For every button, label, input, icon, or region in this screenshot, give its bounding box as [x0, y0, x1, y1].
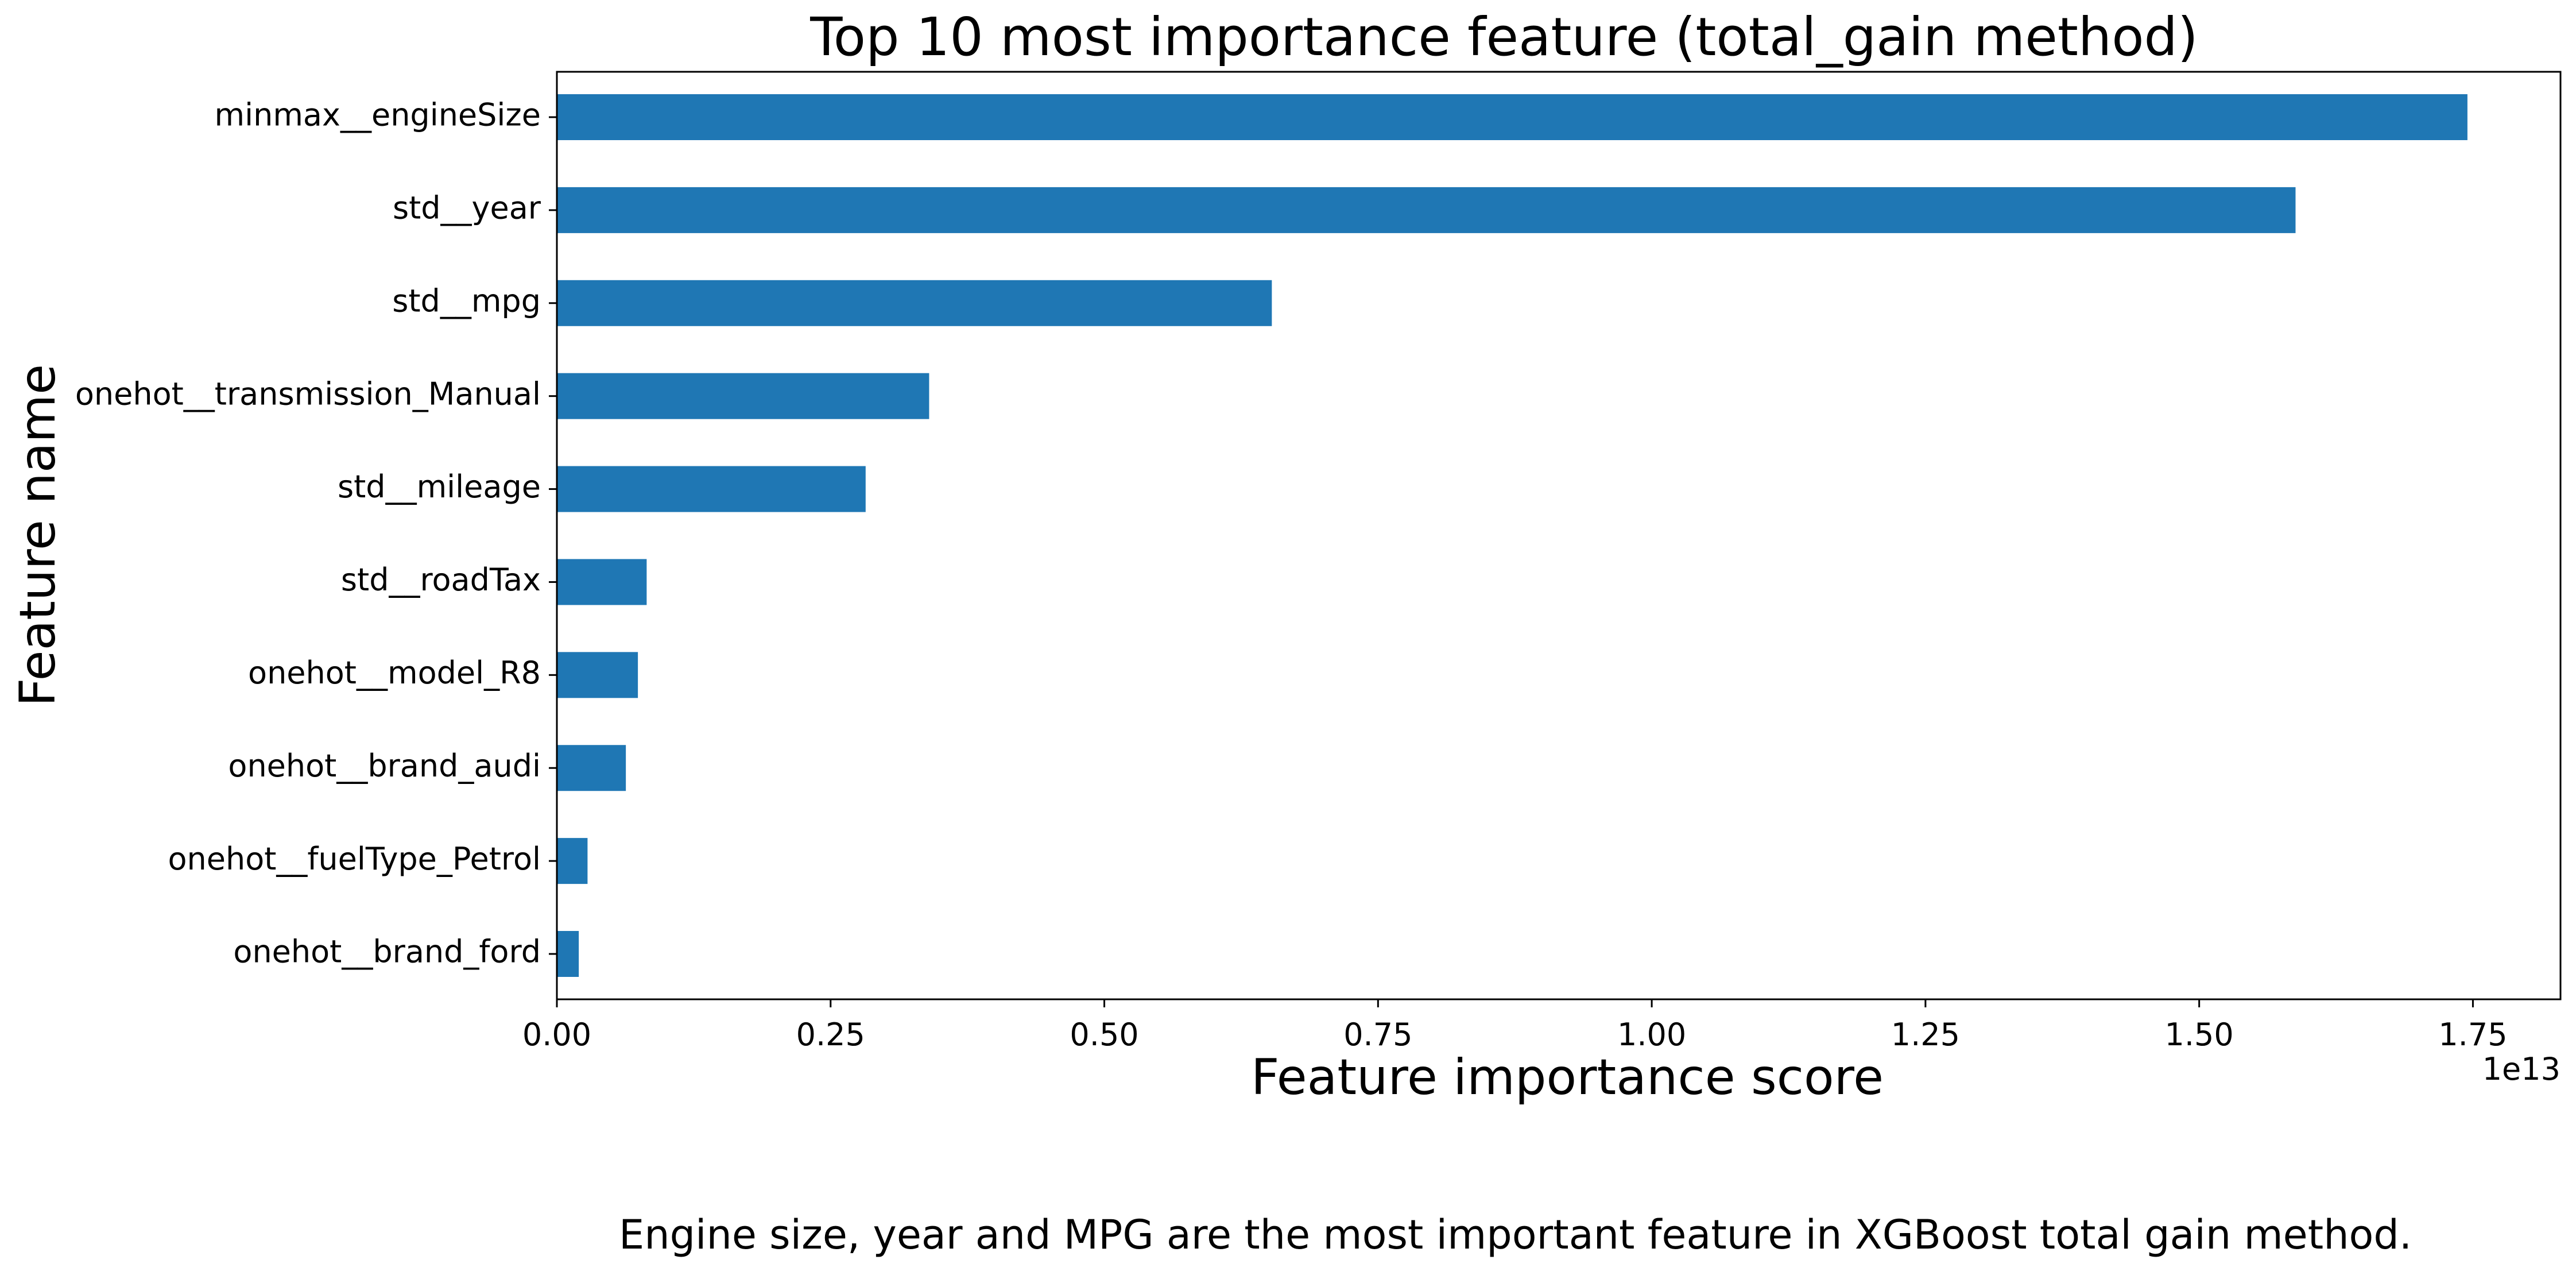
bar-onehot__transmission_Manual	[557, 373, 929, 419]
bars-group	[557, 94, 2467, 977]
y-tick-label: std__roadTax	[341, 562, 541, 598]
x-tick-label: 0.25	[796, 1017, 865, 1053]
y-tick-label: std__year	[393, 190, 541, 226]
chart-caption: Engine size, year and MPG are the most i…	[619, 1211, 2412, 1258]
bar-onehot__brand_audi	[557, 745, 626, 791]
bar-onehot__model_R8	[557, 652, 638, 698]
y-tick-label: onehot__brand_ford	[233, 934, 541, 970]
y-tick-label: std__mileage	[338, 469, 541, 505]
x-tick-label: 1.75	[2438, 1017, 2507, 1053]
x-tick-label: 0.00	[522, 1017, 591, 1053]
y-tick-label: minmax__engineSize	[214, 97, 541, 133]
chart-title: Top 10 most importance feature (total_ga…	[809, 6, 2198, 68]
bar-std__mpg	[557, 280, 1272, 326]
plot-frame	[556, 71, 2562, 1000]
y-tick-label: onehot__transmission_Manual	[75, 376, 541, 412]
bar-std__year	[557, 187, 2296, 233]
x-axis-ticks: 0.00 0.25 0.50 0.75 1.00 1.25 1.50 1.75	[522, 999, 2508, 1053]
y-tick-label: onehot__model_R8	[248, 655, 541, 691]
y-tick-label: onehot__brand_audi	[228, 748, 541, 784]
x-axis-offset-label: 1e13	[2482, 1051, 2560, 1087]
y-axis-ticks: minmax__engineSize std__year std__mpgoneho…	[75, 97, 557, 970]
bar-onehot__brand_ford	[557, 931, 579, 977]
x-axis-label: Feature importance score	[1251, 1049, 1884, 1106]
x-tick-label: 0.50	[1070, 1017, 1138, 1053]
x-tick-label: 0.75	[1343, 1017, 1412, 1053]
y-tick-label: onehot__fuelType_Petrol	[168, 841, 541, 877]
x-tick-label: 1.50	[2165, 1017, 2234, 1053]
x-tick-label: 1.25	[1891, 1017, 1960, 1053]
y-tick-label: std__mpg	[392, 283, 541, 319]
bar-std__roadTax	[557, 559, 647, 605]
y-axis-label: Feature name	[9, 364, 67, 706]
bar-minmax__engineSize	[557, 94, 2467, 140]
x-tick-label: 1.00	[1617, 1017, 1686, 1053]
bar-std__mileage	[557, 466, 866, 512]
bar-onehot__fuelType_Petrol	[557, 838, 588, 884]
